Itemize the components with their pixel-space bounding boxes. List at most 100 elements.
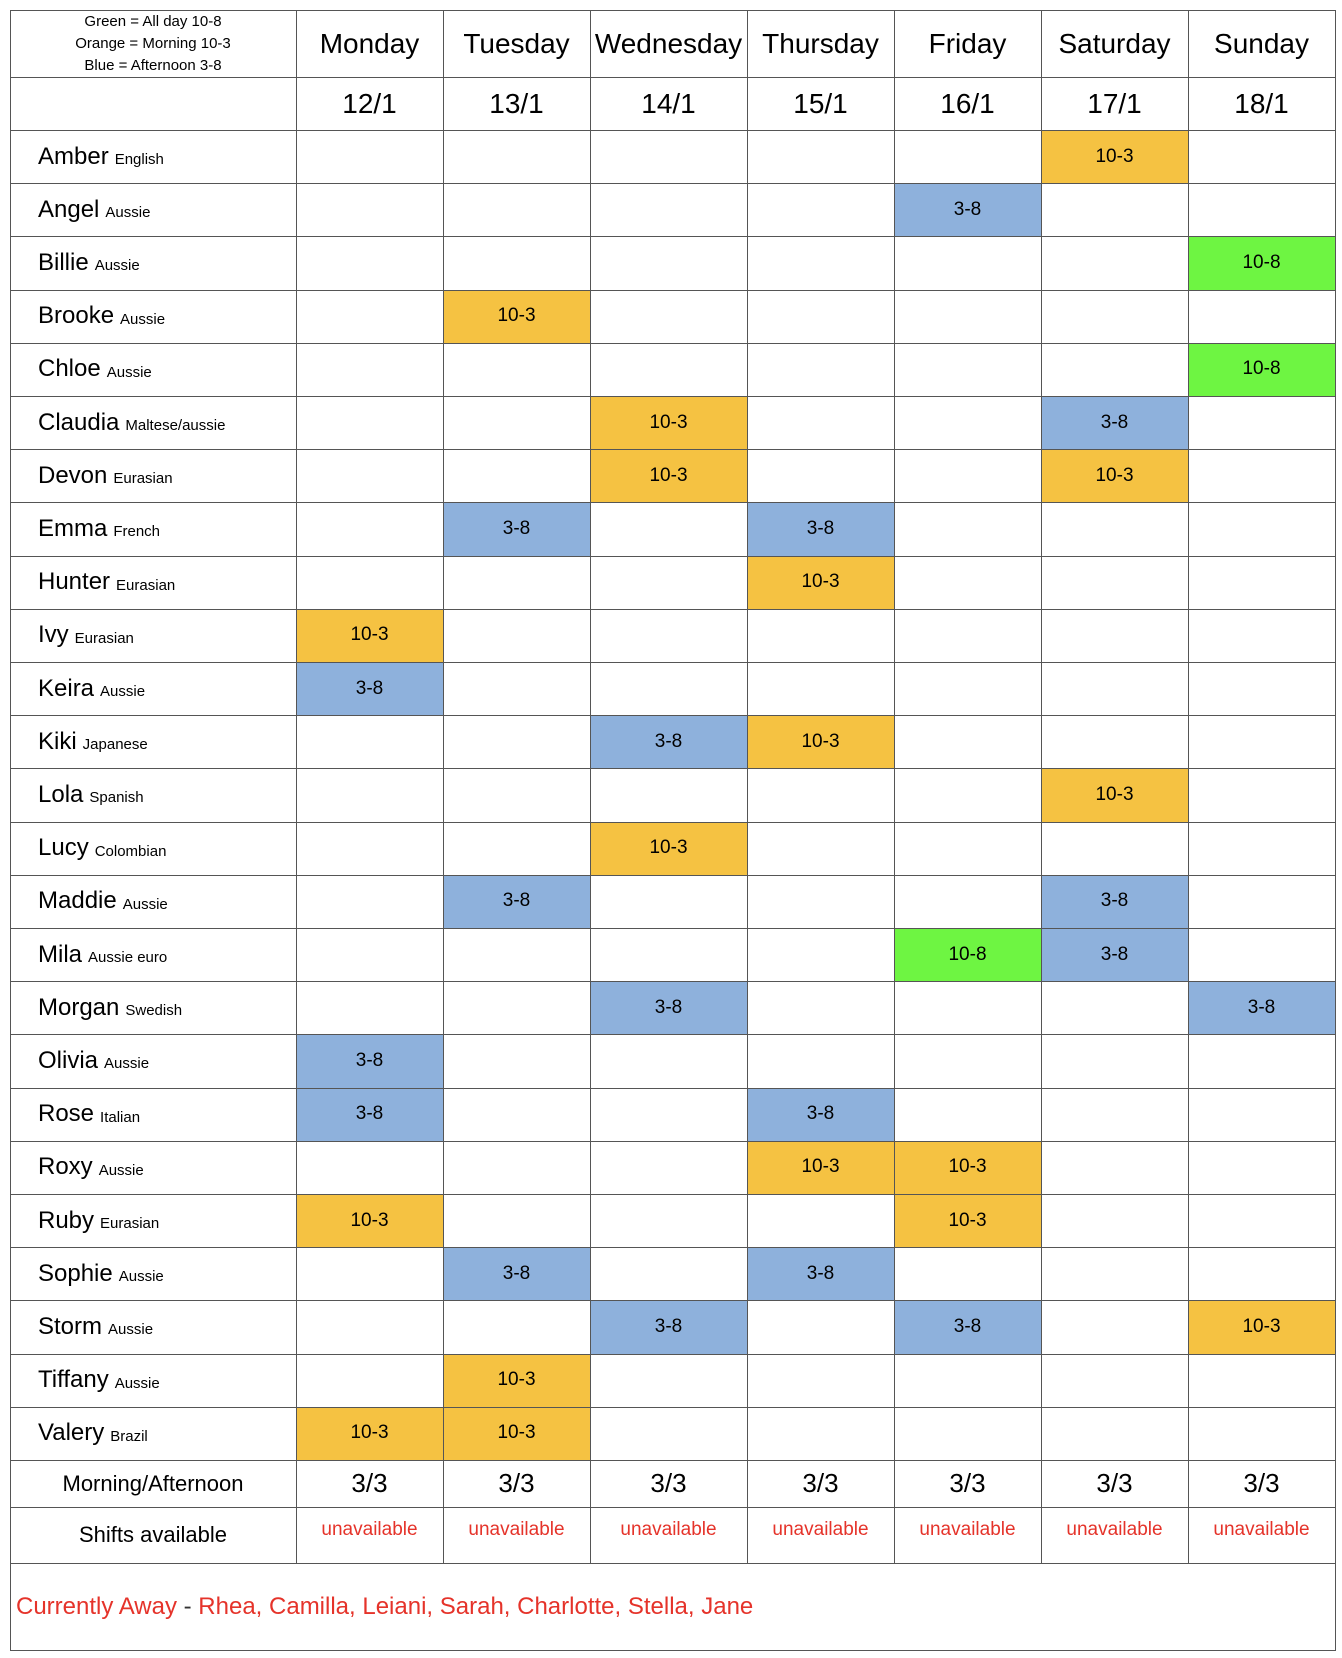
staff-name: Claudia: [38, 408, 120, 436]
staff-name: Morgan: [38, 993, 120, 1021]
day-header: Wednesday: [594, 27, 743, 59]
empty-cell: [1041, 981, 1188, 1034]
staff-name: Olivia: [38, 1046, 99, 1074]
day-header: Thursday: [762, 27, 879, 59]
grid-line: [590, 10, 591, 1563]
date-header: 17/1: [1087, 87, 1142, 119]
shift-cell: 10-3: [590, 821, 747, 875]
grid-line: [10, 77, 1336, 78]
date-header: 18/1: [1234, 87, 1289, 119]
empty-cell: [1041, 1141, 1188, 1194]
empty-cell: [296, 875, 443, 928]
morning-afternoon-count: 3/3: [949, 1468, 986, 1498]
empty-cell: [1041, 1247, 1188, 1300]
empty-cell: [894, 662, 1041, 715]
shift-cell: 10-3: [443, 1406, 590, 1460]
grid-line: [10, 236, 1336, 238]
staff-name-cell: Maddie Aussie: [10, 875, 296, 928]
shift-cell: 3-8: [1041, 396, 1188, 450]
away-separator: -: [176, 1592, 199, 1620]
grid-line: [1041, 10, 1042, 1563]
date-header: 16/1: [940, 87, 995, 119]
morning-afternoon-count: 3/3: [802, 1468, 839, 1498]
staff-name-cell: Mila Aussie euro: [10, 928, 296, 981]
staff-name: Maddie: [38, 887, 117, 915]
grid-line: [443, 10, 444, 1563]
empty-cell: [1041, 290, 1188, 343]
empty-cell: [443, 183, 590, 236]
grid-line: [10, 874, 1336, 876]
empty-cell: [1041, 1407, 1188, 1460]
empty-cell: [894, 502, 1041, 555]
empty-cell: [1188, 1247, 1335, 1300]
empty-cell: [747, 928, 894, 981]
shift-cell: 10-3: [894, 1140, 1041, 1194]
grid-line: [10, 1300, 1336, 1302]
empty-cell: [590, 1194, 747, 1247]
grid-line: [10, 662, 1336, 663]
shift-cell: 3-8: [443, 874, 590, 928]
empty-cell: [443, 130, 590, 183]
grid-line: [894, 10, 895, 1563]
empty-cell: [747, 822, 894, 875]
empty-cell: [296, 768, 443, 821]
day-header: Monday: [319, 27, 420, 59]
staff-name-cell: Lucy Colombian: [10, 822, 296, 875]
empty-cell: [296, 715, 443, 768]
staff-name: Billie: [38, 248, 89, 276]
empty-cell: [443, 1194, 590, 1247]
grid-line: [1335, 10, 1336, 1651]
shift-cell: 10-3: [894, 1194, 1041, 1248]
staff-name: Tiffany: [38, 1366, 109, 1394]
staff-name: Hunter: [38, 568, 111, 596]
grid-line: [10, 183, 1336, 185]
staff-nationality: English: [114, 151, 164, 169]
staff-name-cell: Tiffany Aussie: [10, 1354, 296, 1407]
staff-name-cell: Kiki Japanese: [10, 715, 296, 768]
grid-line: [10, 10, 1336, 11]
shift-cell: 10-3: [1041, 449, 1188, 503]
empty-cell: [296, 556, 443, 609]
grid-line: [10, 1460, 1336, 1461]
empty-cell: [590, 556, 747, 609]
grid-line: [10, 289, 1336, 291]
shift-cell: 10-3: [296, 1406, 443, 1460]
away-names: Rhea, Camilla, Leiani, Sarah, Charlotte,…: [198, 1592, 754, 1620]
shift-cell: 10-3: [1041, 130, 1188, 184]
morning-afternoon-count: 3/3: [650, 1468, 687, 1498]
staff-nationality: Aussie: [114, 1374, 160, 1392]
staff-name: Valery: [38, 1419, 105, 1447]
grid-line: [10, 10, 11, 1651]
staff-name: Ruby: [38, 1206, 95, 1234]
staff-nationality: Aussie euro: [88, 949, 168, 967]
empty-cell: [296, 1247, 443, 1300]
empty-cell: [296, 130, 443, 183]
empty-cell: [296, 449, 443, 502]
empty-cell: [590, 609, 747, 662]
empty-cell: [747, 236, 894, 289]
empty-cell: [747, 290, 894, 343]
empty-cell: [1041, 822, 1188, 875]
empty-cell: [296, 928, 443, 981]
empty-cell: [747, 396, 894, 449]
empty-cell: [1188, 1407, 1335, 1460]
date-header: 13/1: [489, 87, 544, 119]
empty-cell: [894, 768, 1041, 821]
empty-cell: [590, 236, 747, 289]
staff-nationality: Eurasian: [74, 629, 134, 647]
empty-cell: [590, 1034, 747, 1087]
empty-cell: [894, 130, 1041, 183]
shift-cell: 10-3: [443, 289, 590, 343]
staff-nationality: Aussie: [104, 1055, 150, 1073]
shift-cell: 10-8: [1188, 236, 1335, 290]
shift-cell: 10-3: [747, 715, 894, 769]
staff-nationality: Aussie: [108, 1321, 154, 1339]
empty-cell: [296, 1141, 443, 1194]
empty-cell: [1188, 1141, 1335, 1194]
empty-cell: [1041, 1194, 1188, 1247]
empty-cell: [296, 822, 443, 875]
empty-cell: [443, 343, 590, 396]
staff-name: Keira: [38, 674, 95, 702]
empty-cell: [443, 1034, 590, 1087]
